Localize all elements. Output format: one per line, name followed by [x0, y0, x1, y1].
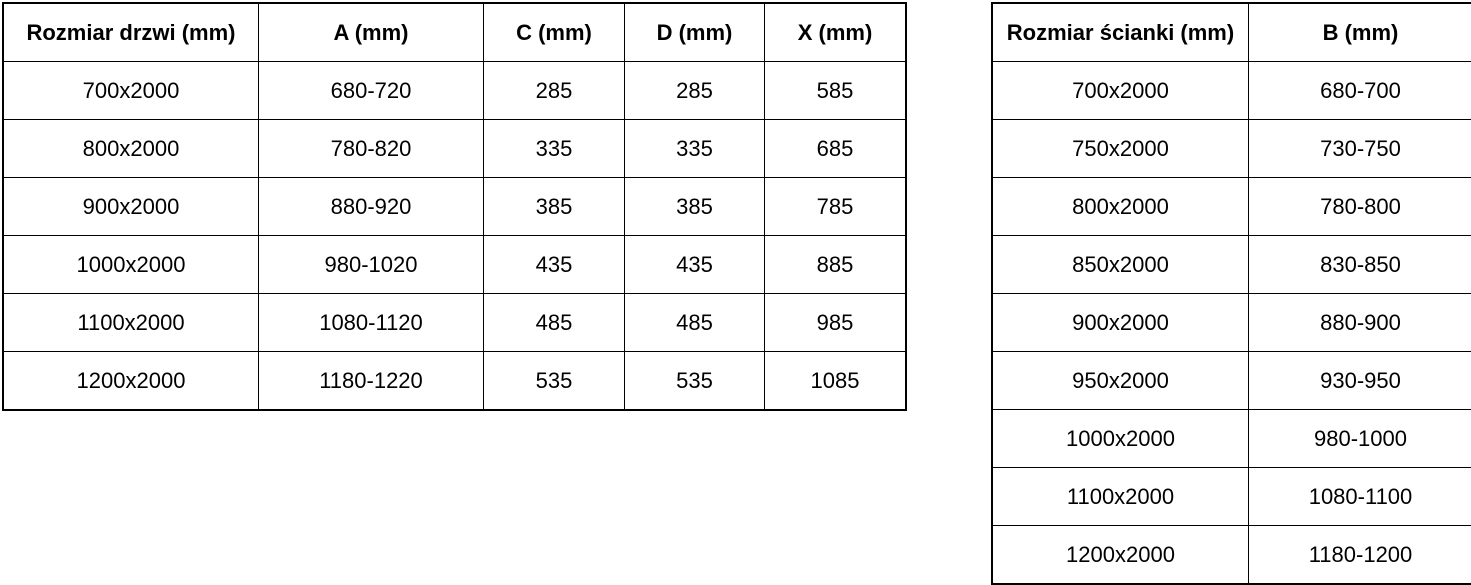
table-cell: 730-750 [1249, 120, 1471, 178]
column-header: A (mm) [259, 3, 484, 62]
table-cell: 885 [765, 236, 907, 294]
table-cell: 850x2000 [992, 236, 1249, 294]
table-cell: 485 [484, 294, 625, 352]
table-cell: 1200x2000 [3, 352, 259, 411]
table-cell: 335 [484, 120, 625, 178]
column-header: C (mm) [484, 3, 625, 62]
table-cell: 285 [484, 62, 625, 120]
table-cell: 900x2000 [992, 294, 1249, 352]
table-cell: 285 [625, 62, 765, 120]
table-cell: 980-1020 [259, 236, 484, 294]
table-cell: 435 [625, 236, 765, 294]
table-cell: 385 [484, 178, 625, 236]
table-cell: 1100x2000 [3, 294, 259, 352]
column-header: Rozmiar drzwi (mm) [3, 3, 259, 62]
table-cell: 1200x2000 [992, 526, 1249, 585]
wall-panel-size-table-header: Rozmiar ścianki (mm)B (mm) [992, 3, 1471, 62]
table-cell: 1000x2000 [3, 236, 259, 294]
table-cell: 880-900 [1249, 294, 1471, 352]
table-cell: 980-1000 [1249, 410, 1471, 468]
table-cell: 750x2000 [992, 120, 1249, 178]
table-cell: 1180-1200 [1249, 526, 1471, 585]
column-header: Rozmiar ścianki (mm) [992, 3, 1249, 62]
door-size-table-header: Rozmiar drzwi (mm)A (mm)C (mm)D (mm)X (m… [3, 3, 906, 62]
table-cell: 930-950 [1249, 352, 1471, 410]
table-cell: 700x2000 [3, 62, 259, 120]
table-cell: 780-800 [1249, 178, 1471, 236]
header-row: Rozmiar ścianki (mm)B (mm) [992, 3, 1471, 62]
table-cell: 950x2000 [992, 352, 1249, 410]
table-cell: 385 [625, 178, 765, 236]
table-cell: 680-700 [1249, 62, 1471, 120]
table-cell: 830-850 [1249, 236, 1471, 294]
table-cell: 485 [625, 294, 765, 352]
table-cell: 685 [765, 120, 907, 178]
table-cell: 1100x2000 [992, 468, 1249, 526]
column-header: B (mm) [1249, 3, 1471, 62]
header-row: Rozmiar drzwi (mm)A (mm)C (mm)D (mm)X (m… [3, 3, 906, 62]
table-cell: 335 [625, 120, 765, 178]
column-header: D (mm) [625, 3, 765, 62]
table-cell: 1080-1120 [259, 294, 484, 352]
table-cell: 680-720 [259, 62, 484, 120]
door-size-table: Rozmiar drzwi (mm)A (mm)C (mm)D (mm)X (m… [2, 2, 907, 411]
table-cell: 785 [765, 178, 907, 236]
table-cell: 435 [484, 236, 625, 294]
table-cell: 780-820 [259, 120, 484, 178]
table-cell: 535 [484, 352, 625, 411]
table-cell: 700x2000 [992, 62, 1249, 120]
table-cell: 535 [625, 352, 765, 411]
table-cell: 985 [765, 294, 907, 352]
table-cell: 800x2000 [3, 120, 259, 178]
table-cell: 1000x2000 [992, 410, 1249, 468]
table-cell: 900x2000 [3, 178, 259, 236]
table-cell: 1085 [765, 352, 907, 411]
table-cell: 1180-1220 [259, 352, 484, 411]
table-cell: 1080-1100 [1249, 468, 1471, 526]
table-cell: 585 [765, 62, 907, 120]
table-cell: 800x2000 [992, 178, 1249, 236]
table-cell: 880-920 [259, 178, 484, 236]
column-header: X (mm) [765, 3, 907, 62]
